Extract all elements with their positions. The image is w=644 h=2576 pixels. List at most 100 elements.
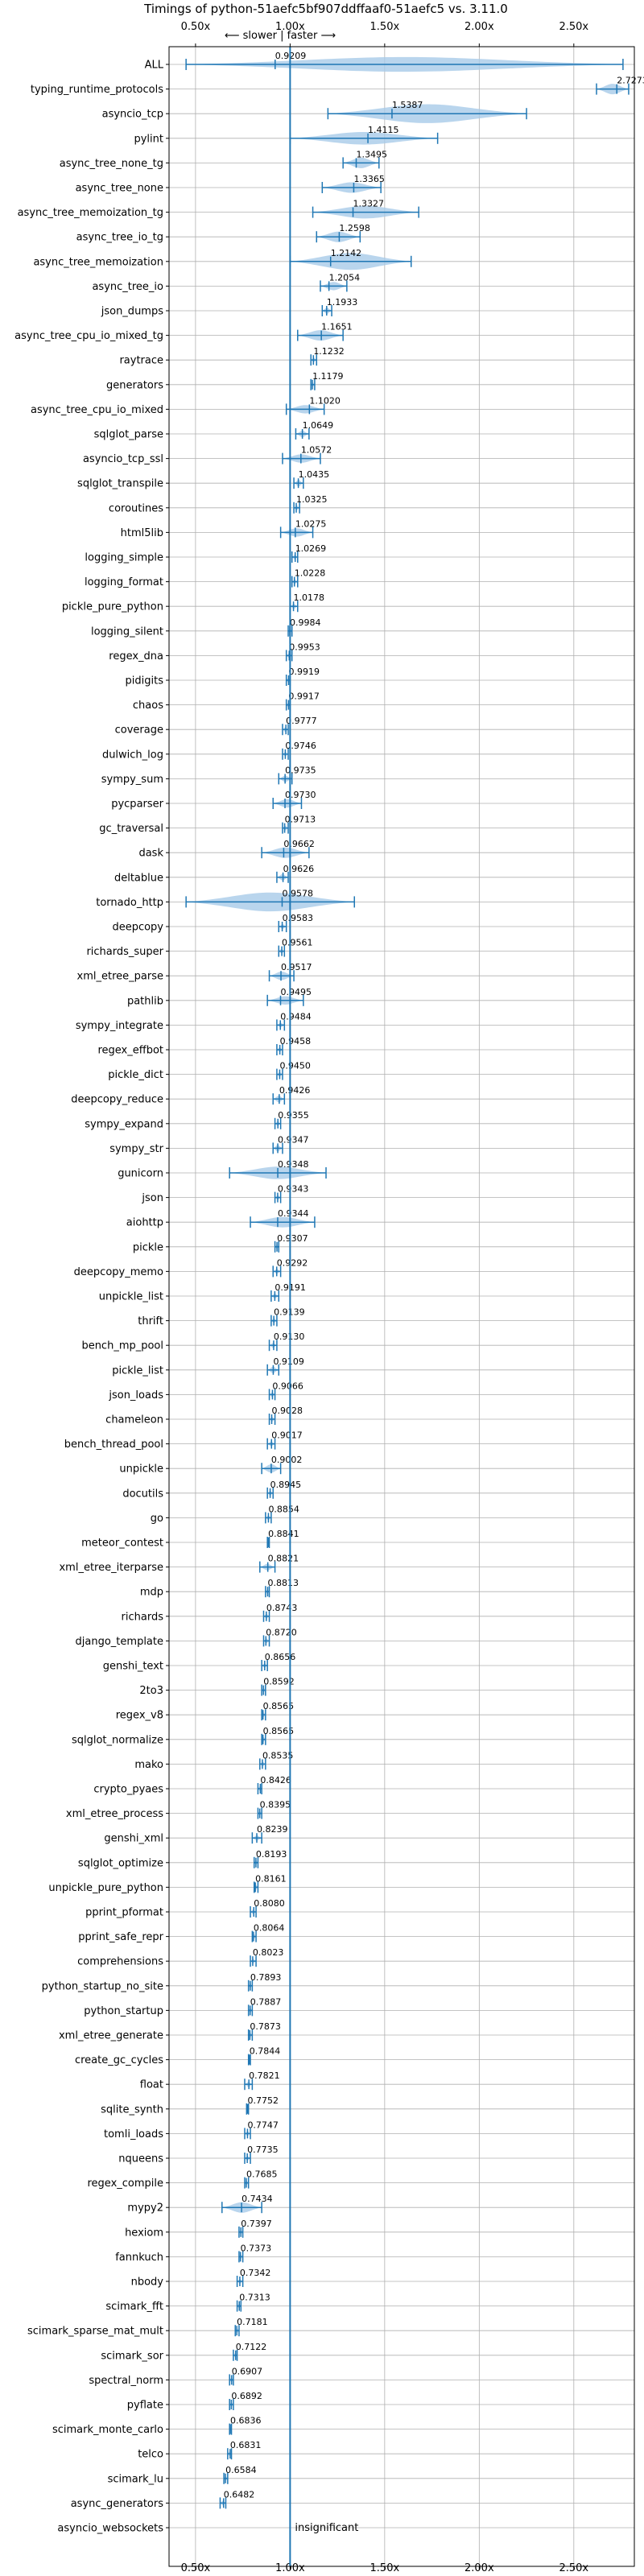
value-label: 1.2054 <box>329 272 361 283</box>
value-label: 0.9343 <box>278 1184 309 1195</box>
benchmark-name: regex_effbot <box>97 1045 163 1057</box>
benchmark-name: raytrace <box>119 355 163 367</box>
value-label: 0.8821 <box>268 1554 299 1564</box>
benchmark-name: sqlite_synth <box>101 2103 163 2116</box>
value-label: 0.8854 <box>268 1504 299 1514</box>
benchmark-name: bench_mp_pool <box>81 1340 163 1352</box>
benchmark-name: scimark_fft <box>105 2301 163 2313</box>
value-label: 0.8743 <box>266 1603 298 1613</box>
value-label: 1.0269 <box>295 543 327 554</box>
chart-title: Timings of python-51aefc5bf907ddffaaf0-5… <box>143 2 508 16</box>
x-tick-label-top: 1.00x <box>275 21 305 33</box>
benchmark-name: asyncio_websockets <box>57 2523 163 2535</box>
value-label: 1.3327 <box>353 199 385 209</box>
value-label: 0.6482 <box>224 2489 255 2500</box>
benchmark-name: json <box>141 1192 163 1204</box>
benchmark-name: logging_simple <box>85 552 163 564</box>
benchmark-name: scimark_lu <box>108 2473 163 2485</box>
value-label: 0.9002 <box>271 1455 303 1465</box>
value-label: 0.9450 <box>279 1061 311 1071</box>
value-label: 0.9307 <box>277 1233 308 1244</box>
benchmark-name: thrift <box>138 1315 163 1327</box>
value-label: 0.7181 <box>237 2317 268 2327</box>
benchmark-name: async_tree_none_tg <box>60 158 163 170</box>
benchmark-name: pickle_list <box>112 1364 163 1377</box>
benchmark-name: pathlib <box>127 995 163 1007</box>
value-label: 0.7342 <box>240 2268 271 2278</box>
benchmark-name: html5lib <box>121 527 163 539</box>
value-label: 0.8656 <box>265 1652 296 1662</box>
grid-layer <box>169 47 634 2566</box>
value-label: 0.9730 <box>285 790 316 800</box>
value-label: 0.8592 <box>263 1677 295 1687</box>
value-label: 1.0572 <box>301 445 332 456</box>
benchmark-name: typing_runtime_protocols <box>31 84 163 96</box>
benchmark-name: ALL <box>145 60 164 72</box>
benchmark-name: pylint <box>134 133 163 145</box>
benchmark-name: go <box>151 1513 163 1525</box>
value-label: 0.8535 <box>262 1750 294 1761</box>
value-label: 1.0325 <box>296 494 328 505</box>
value-label: 0.7313 <box>239 2293 270 2303</box>
benchmark-name: xml_etree_process <box>66 1808 163 1820</box>
value-label: 0.9484 <box>280 1011 312 1022</box>
value-label: 0.9984 <box>290 617 321 628</box>
label-layer: 0.92092.72731.53871.41151.34951.33651.33… <box>224 51 644 2534</box>
value-label: 0.9495 <box>281 987 312 997</box>
benchmark-name: async_generators <box>71 2498 164 2510</box>
benchmark-name: async_tree_memoization_tg <box>18 207 163 219</box>
value-label: 0.6836 <box>230 2416 262 2426</box>
benchmark-name: scimark_monte_carlo <box>52 2424 163 2436</box>
value-label: 0.8565 <box>263 1726 295 1736</box>
value-label: 1.0275 <box>295 518 327 529</box>
value-label: 0.9066 <box>272 1381 303 1391</box>
benchmark-name: genshi_text <box>103 1661 163 1673</box>
value-label: 1.1232 <box>313 346 345 357</box>
value-label: 0.9344 <box>278 1208 309 1219</box>
benchmark-name: unpickle <box>119 1463 163 1476</box>
benchmark-name: pprint_pformat <box>85 1907 163 1919</box>
benchmark-name: async_tree_memoization <box>33 256 163 268</box>
benchmark-name: regex_dna <box>109 650 163 663</box>
value-label: 0.8426 <box>260 1775 291 1785</box>
benchmark-name: sympy_expand <box>85 1118 163 1130</box>
x-tick-label-top: 1.50x <box>370 21 400 33</box>
value-label: 0.9746 <box>285 741 316 751</box>
benchmark-name: xml_etree_generate <box>59 2030 163 2042</box>
value-label: 1.0178 <box>294 592 325 603</box>
x-tick-label-bottom: 2.00x <box>464 2562 494 2574</box>
benchmark-name: mdp <box>140 1587 163 1599</box>
benchmark-name: pyflate <box>127 2400 163 2412</box>
benchmark-name: coverage <box>115 724 163 737</box>
violin-layer <box>185 56 630 2509</box>
benchmark-name: gc_traversal <box>99 823 163 835</box>
benchmark-name: pycparser <box>111 799 163 811</box>
value-label: 0.9919 <box>288 667 320 677</box>
value-label: 0.9348 <box>278 1159 309 1170</box>
x-tick-label-top: 2.00x <box>464 21 494 33</box>
benchmark-name: asyncio_tcp_ssl <box>83 453 163 465</box>
value-label: 1.1651 <box>321 322 353 332</box>
benchmark-name: aiohttp <box>126 1217 163 1229</box>
value-label: 0.9713 <box>285 815 316 825</box>
value-label: 0.7893 <box>250 1972 282 1983</box>
benchmark-name: mypy2 <box>127 2202 163 2215</box>
value-label: 0.7752 <box>248 2095 279 2106</box>
value-label: 0.9583 <box>283 913 314 923</box>
value-label: 1.2598 <box>339 223 370 233</box>
benchmark-name: coroutines <box>109 502 163 514</box>
benchmark-name: chaos <box>133 700 163 712</box>
benchmark-name: meteor_contest <box>81 1538 163 1550</box>
value-label: 0.7747 <box>247 2120 279 2130</box>
benchmark-name: unpickle_pure_python <box>48 1882 163 1894</box>
value-label: 0.9426 <box>279 1085 311 1096</box>
benchmark-name: django_template <box>76 1636 163 1648</box>
value-label: 1.0228 <box>295 568 326 579</box>
benchmark-name: genshi_xml <box>104 1833 163 1845</box>
benchmark-name: dulwich_log <box>102 749 163 761</box>
value-label: 0.9578 <box>282 888 313 898</box>
insignificant-label: insignificant <box>295 2522 358 2534</box>
value-label: 0.8064 <box>254 1923 285 1934</box>
benchmark-name: comprehensions <box>77 1956 163 1968</box>
